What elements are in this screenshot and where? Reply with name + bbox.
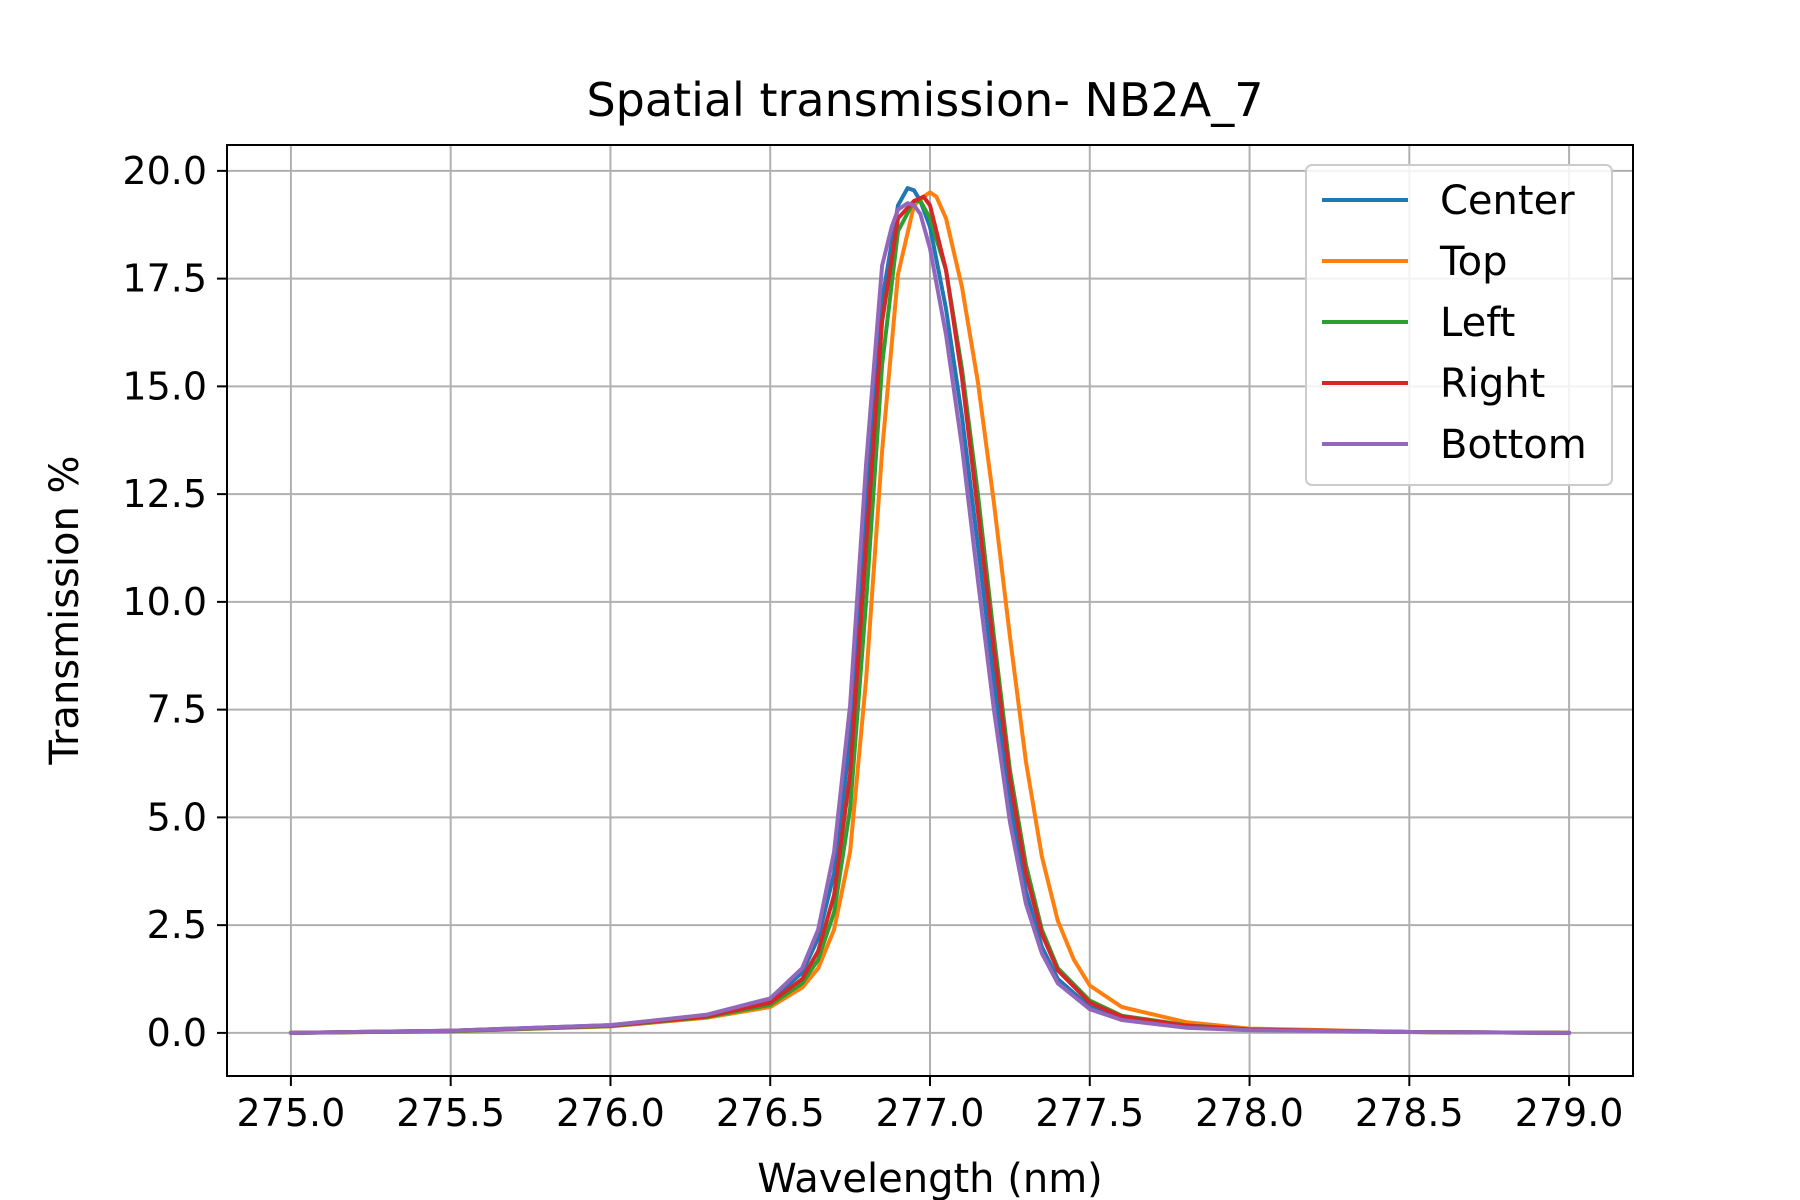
y-axis-label: Transmission % — [42, 455, 88, 765]
x-tick-label: 279.0 — [1515, 1091, 1624, 1135]
y-tick-label: 12.5 — [122, 472, 207, 516]
x-tick-label: 278.5 — [1355, 1091, 1464, 1135]
x-tick-label: 277.0 — [876, 1091, 985, 1135]
legend: Center Top Left Right Bottom — [1305, 164, 1613, 486]
series-line-top — [288, 190, 1572, 1035]
y-tick-label: 0.0 — [147, 1011, 207, 1055]
legend-label-top: Top — [1439, 239, 1508, 285]
y-tick-label: 15.0 — [122, 364, 207, 408]
legend-label-left: Left — [1440, 300, 1515, 346]
y-axis-ticks: 0.0 2.5 5.0 7.5 10.0 12.5 15.0 17.5 20.0 — [122, 149, 227, 1055]
legend-label-center: Center — [1440, 178, 1575, 224]
series-line-center — [288, 186, 1572, 1035]
y-tick-label: 2.5 — [147, 903, 207, 947]
y-tick-label: 20.0 — [122, 149, 207, 193]
chart-title: Spatial transmission- NB2A_7 — [586, 73, 1263, 127]
x-axis-ticks: 275.0 275.5 276.0 276.5 277.0 277.5 278.0 278.5… — [237, 1076, 1624, 1135]
y-tick-label: 5.0 — [147, 795, 207, 839]
series-line-bottom — [288, 201, 1572, 1035]
y-tick-label: 17.5 — [122, 257, 207, 301]
legend-label-bottom: Bottom — [1440, 422, 1587, 468]
x-tick-label: 277.5 — [1035, 1091, 1144, 1135]
series-lines — [288, 186, 1572, 1035]
y-tick-label: 7.5 — [147, 688, 207, 732]
legend-box — [1305, 164, 1613, 486]
x-axis-label: Wavelength (nm) — [757, 1156, 1103, 1200]
legend-label-right: Right — [1440, 361, 1545, 407]
y-tick-label: 10.0 — [122, 580, 207, 624]
x-tick-label: 276.5 — [716, 1091, 825, 1135]
x-tick-label: 275.5 — [396, 1091, 505, 1135]
x-tick-label: 275.0 — [237, 1091, 346, 1135]
x-tick-label: 278.0 — [1195, 1091, 1304, 1135]
x-tick-label: 276.0 — [556, 1091, 665, 1135]
series-line-right — [288, 194, 1572, 1035]
